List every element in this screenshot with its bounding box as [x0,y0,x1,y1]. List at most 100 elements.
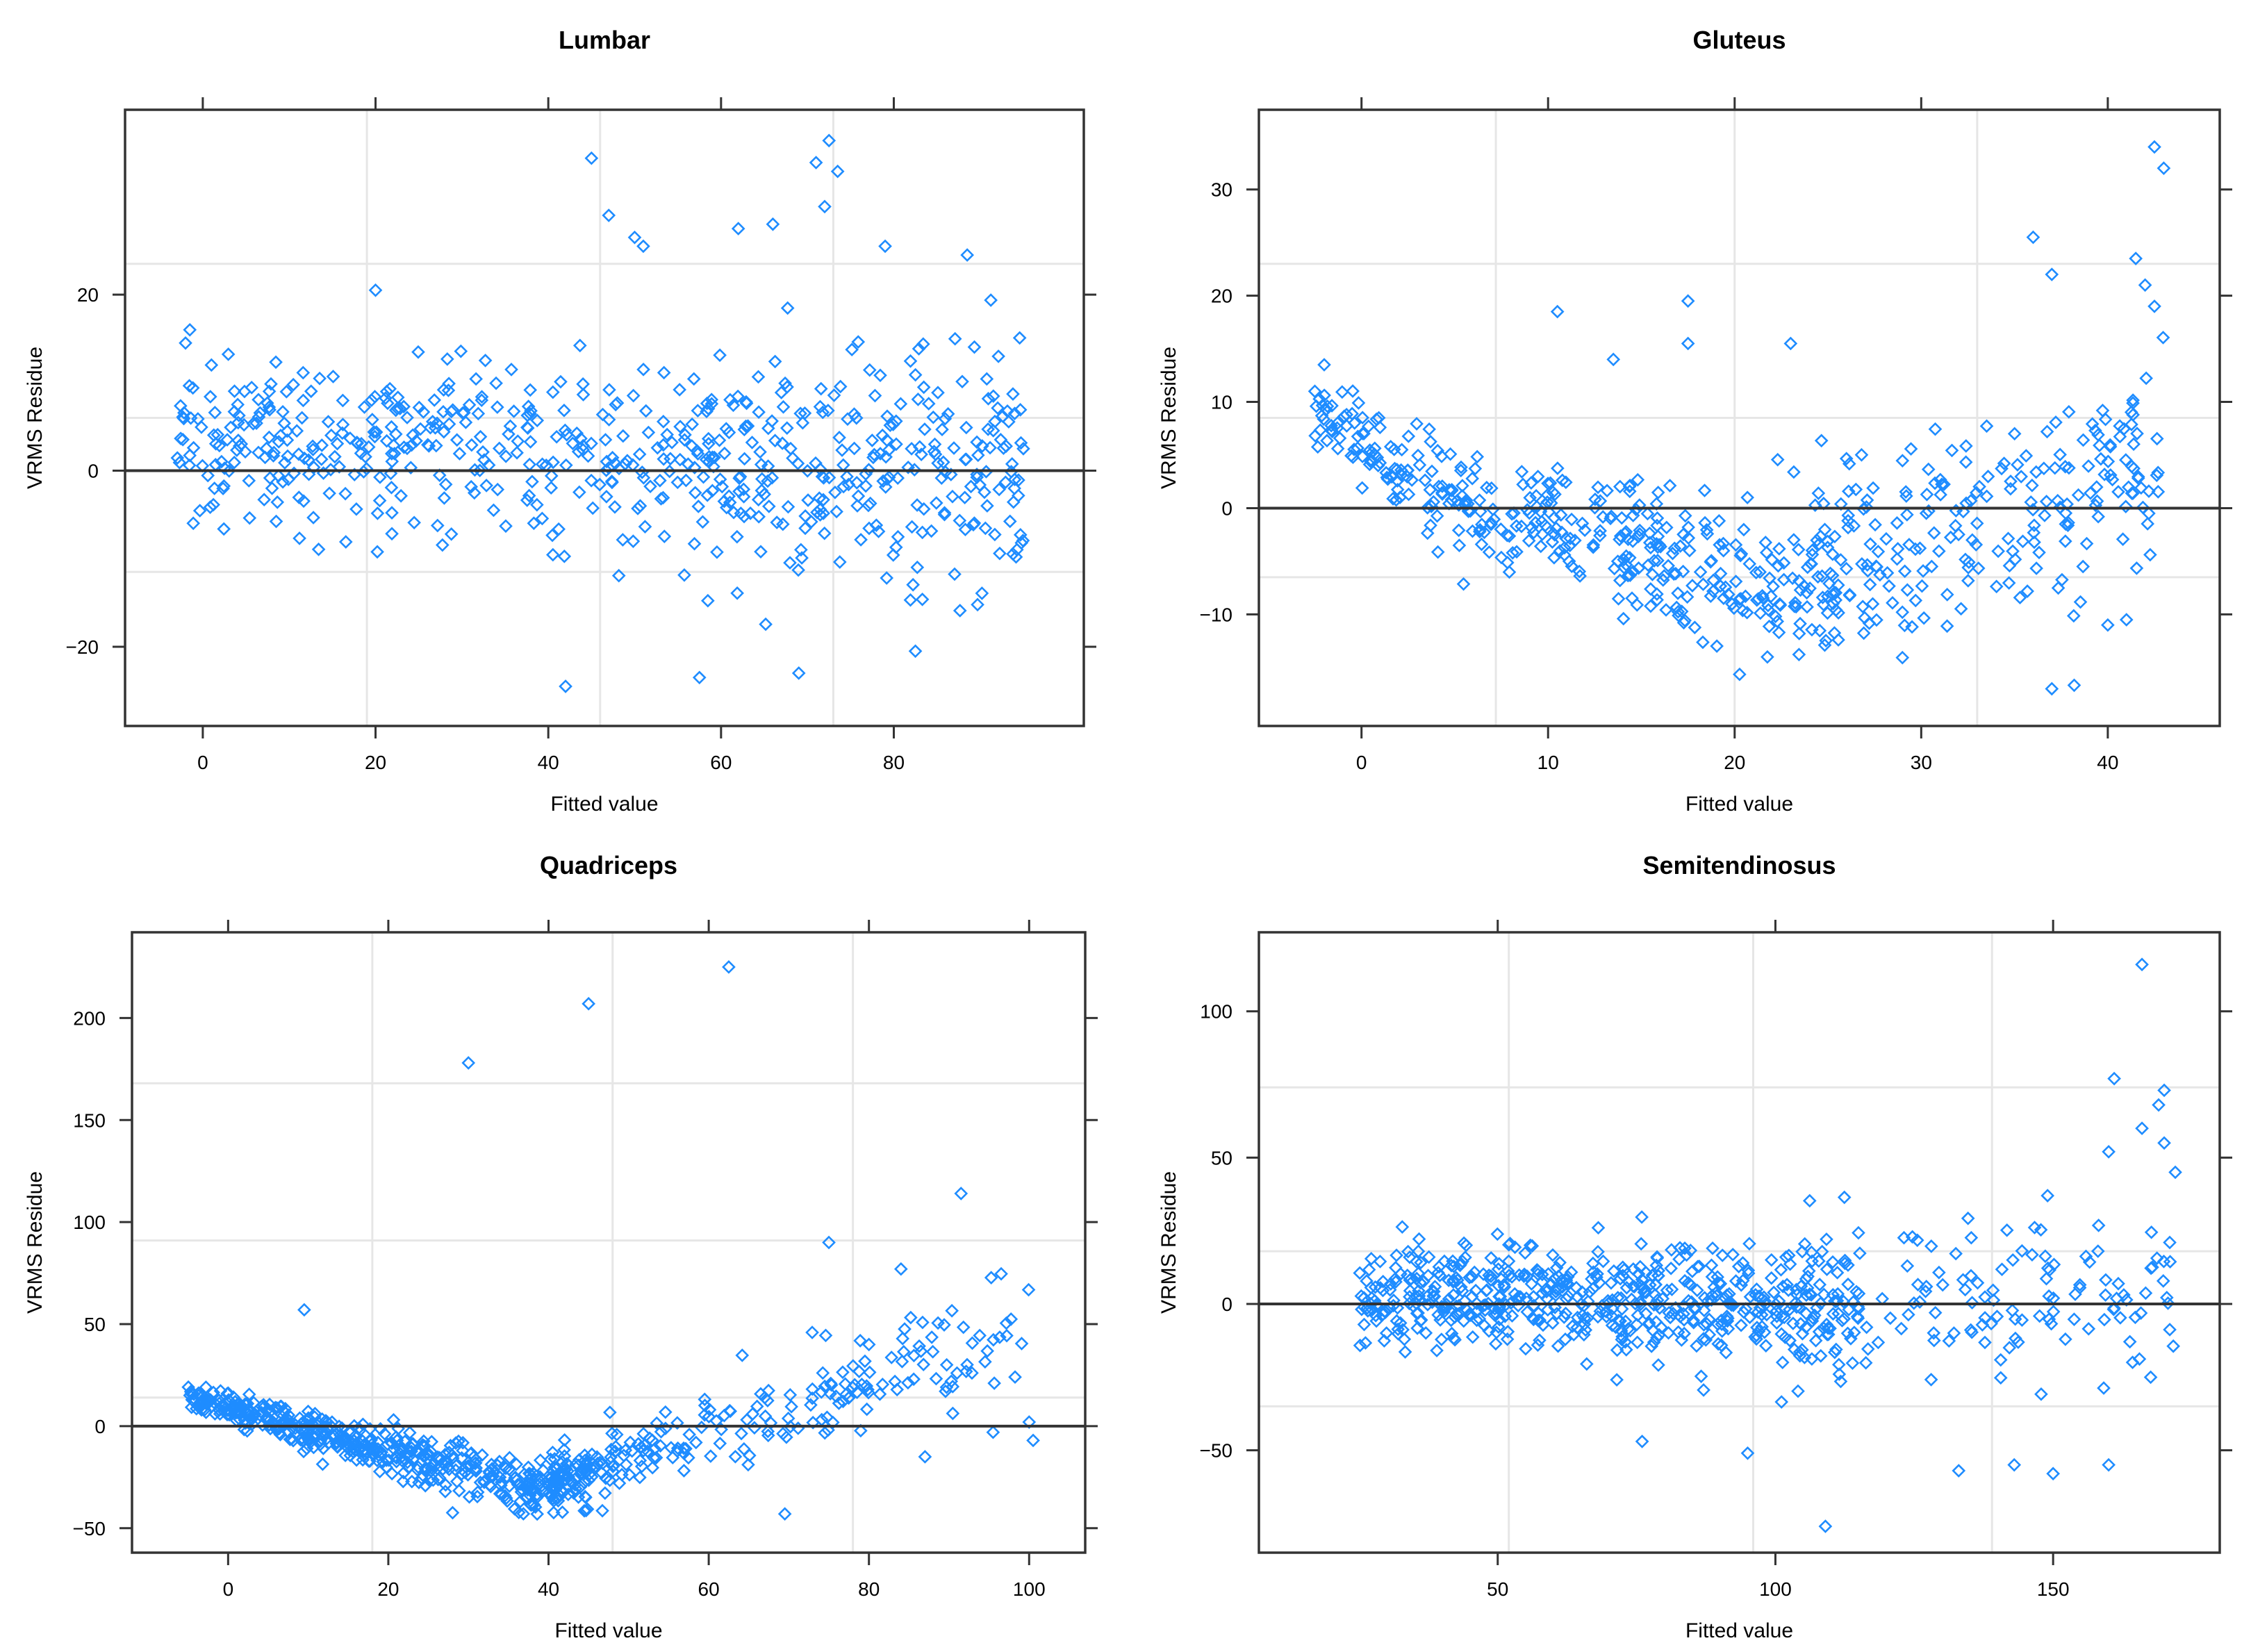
data-point [212,1403,226,1417]
data-point [878,239,892,254]
data-point [2038,1249,2052,1264]
data-point [657,529,672,543]
data-point [783,556,797,570]
data-point [994,1266,1008,1281]
data-point [1518,1246,1533,1260]
data-point [1964,1230,1979,1245]
data-point [1593,524,1607,538]
data-point [691,499,706,513]
data-point [1549,1261,1564,1275]
data-point [915,592,930,606]
data-point [2011,458,2025,472]
data-point [1993,1371,2008,1385]
data-point [719,500,734,515]
data-point [1014,436,1028,450]
data-point [277,416,292,431]
data-point [1623,568,1638,582]
y-tick-label: 20 [1211,286,1232,307]
data-point [242,511,257,525]
data-point [1949,1246,1963,1261]
data-point [2045,267,2059,281]
data-point [1733,667,1747,682]
data-point [1921,462,1936,477]
data-point [1373,1281,1387,1295]
data-point [1351,441,1364,455]
data-point [281,1417,296,1432]
data-point [2071,488,2086,502]
data-point [791,456,805,470]
data-point [955,374,969,389]
data-point [430,518,445,533]
data-point [511,434,525,448]
data-point [598,433,613,447]
data-point [980,1344,994,1358]
data-point [1446,1273,1460,1287]
data-point [1642,536,1657,550]
data-point [1697,1318,1711,1332]
data-point [442,417,456,431]
data-point [1827,586,1842,600]
data-point [1788,599,1801,613]
data-point [368,390,382,404]
data-point [2095,404,2110,418]
data-point [2111,1276,2125,1291]
data-point [379,384,394,399]
data-point [1588,492,1602,506]
data-point [529,1469,543,1483]
data-point [809,156,823,170]
data-point [424,1435,439,1449]
data-point [1613,529,1628,543]
data-point [1799,1272,1813,1286]
data-point [2156,331,2170,345]
data-point [737,509,751,524]
data-point [262,430,277,445]
data-point [2090,494,2104,509]
data-point [1588,501,1602,515]
data-point [406,1437,420,1451]
data-point [436,383,451,397]
data-point [993,546,1007,561]
data-point [620,454,634,468]
data-point [742,1448,757,1462]
data-point [1783,1333,1797,1348]
data-point [795,415,810,430]
data-point [1650,511,1665,525]
data-point [1897,1230,1911,1245]
data-point [677,433,692,447]
data-point [1651,529,1665,543]
data-point [187,1387,201,1401]
data-point [356,1417,370,1432]
data-point [975,586,989,600]
data-point [208,406,222,420]
data-point [535,511,550,526]
data-point [1641,558,1656,572]
data-point [2027,535,2041,550]
data-point [2061,405,2076,419]
data-point [1430,509,1444,523]
data-point [1811,570,1825,584]
data-point [1666,1306,1681,1321]
data-point [743,506,757,520]
data-point [1422,422,1436,436]
data-point [554,1466,568,1480]
data-point [1610,554,1625,568]
data-point [1805,1254,1820,1269]
data-point [274,429,288,443]
plot-frame [1258,931,2221,1554]
data-point [1962,555,1976,570]
data-point [1559,475,1573,490]
data-point [1780,1278,1794,1291]
data-point [1412,458,1427,472]
data-point [868,388,882,403]
data-point [1690,1259,1705,1274]
data-point [850,1385,864,1400]
data-point [379,1453,394,1467]
data-point [462,1490,477,1504]
data-point [1423,483,1437,497]
data-point [730,586,744,600]
data-point [1619,1280,1634,1295]
data-point [1681,520,1695,534]
data-point [1614,1323,1629,1338]
data-point [978,485,991,499]
